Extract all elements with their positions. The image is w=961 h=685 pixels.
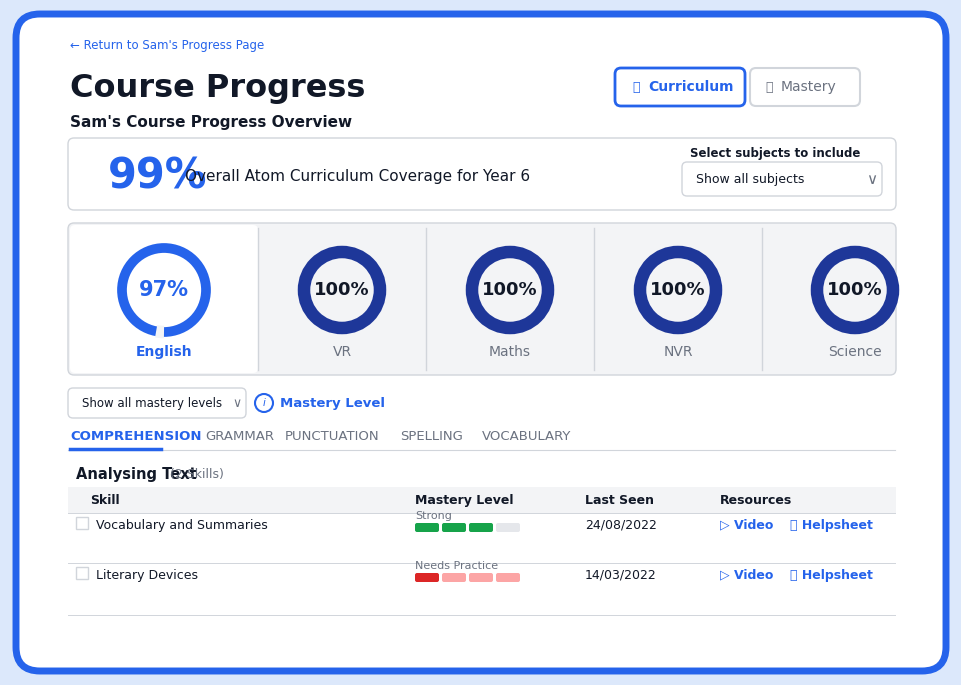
FancyBboxPatch shape [68,223,895,375]
Text: Course Progress: Course Progress [70,73,365,103]
Text: Select subjects to include: Select subjects to include [689,147,859,160]
Text: Mastery Level: Mastery Level [414,493,513,506]
Text: 100%: 100% [481,281,537,299]
FancyBboxPatch shape [496,573,520,582]
Text: ▷ Video: ▷ Video [719,519,773,532]
Text: VOCABULARY: VOCABULARY [481,429,571,443]
FancyBboxPatch shape [681,162,881,196]
FancyBboxPatch shape [68,138,895,210]
Text: ← Return to Sam's Progress Page: ← Return to Sam's Progress Page [70,38,264,51]
Text: NVR: NVR [662,345,692,359]
Text: VR: VR [333,345,351,359]
Text: Resources: Resources [719,493,792,506]
Text: ∨: ∨ [232,397,241,410]
Text: 100%: 100% [650,281,705,299]
Text: Strong: Strong [414,511,452,521]
Text: COMPREHENSION: COMPREHENSION [70,429,201,443]
FancyBboxPatch shape [414,523,438,532]
Text: 100%: 100% [314,281,369,299]
FancyBboxPatch shape [414,573,438,582]
Text: 99%: 99% [108,155,208,197]
FancyBboxPatch shape [469,523,492,532]
Text: ▷ Video: ▷ Video [719,569,773,582]
Bar [76,517,87,529]
Text: Literary Devices: Literary Devices [96,569,198,582]
Text: 100%: 100% [826,281,882,299]
Text: Show all mastery levels: Show all mastery levels [82,397,222,410]
FancyBboxPatch shape [614,68,744,106]
Text: Needs Practice: Needs Practice [414,561,498,571]
Text: 📄: 📄 [631,81,639,93]
Text: 📊: 📊 [764,81,772,93]
Text: 🗋 Helpsheet: 🗋 Helpsheet [789,519,872,532]
Text: 14/03/2022: 14/03/2022 [584,569,656,582]
Text: Mastery: Mastery [780,80,836,94]
Text: Show all subjects: Show all subjects [695,173,803,186]
Text: Vocabulary and Summaries: Vocabulary and Summaries [96,519,267,532]
FancyBboxPatch shape [16,14,945,671]
Bar [68,487,895,513]
Text: English: English [136,345,192,359]
Text: (2 Skills): (2 Skills) [170,467,224,480]
Text: Curriculum: Curriculum [648,80,732,94]
Text: Last Seen: Last Seen [584,493,653,506]
Text: GRAMMAR: GRAMMAR [205,429,274,443]
FancyBboxPatch shape [70,225,258,373]
Text: Science: Science [827,345,881,359]
Text: Mastery Level: Mastery Level [280,397,384,410]
Text: i: i [262,398,265,408]
Text: 97%: 97% [138,280,188,300]
FancyBboxPatch shape [441,573,465,582]
FancyBboxPatch shape [469,573,492,582]
Text: SPELLING: SPELLING [400,429,462,443]
Text: 24/08/2022: 24/08/2022 [584,519,656,532]
Text: Analysing Text: Analysing Text [76,466,197,482]
Text: PUNCTUATION: PUNCTUATION [284,429,380,443]
Bar [76,567,87,579]
Text: ∨: ∨ [865,171,876,186]
FancyBboxPatch shape [750,68,859,106]
Text: Skill: Skill [90,493,119,506]
Text: Maths: Maths [488,345,530,359]
Text: Sam's Course Progress Overview: Sam's Course Progress Overview [70,114,352,129]
FancyBboxPatch shape [68,388,246,418]
Text: 🗋 Helpsheet: 🗋 Helpsheet [789,569,872,582]
FancyBboxPatch shape [496,523,520,532]
Text: Overall Atom Curriculum Coverage for Year 6: Overall Atom Curriculum Coverage for Yea… [185,169,530,184]
FancyBboxPatch shape [441,523,465,532]
